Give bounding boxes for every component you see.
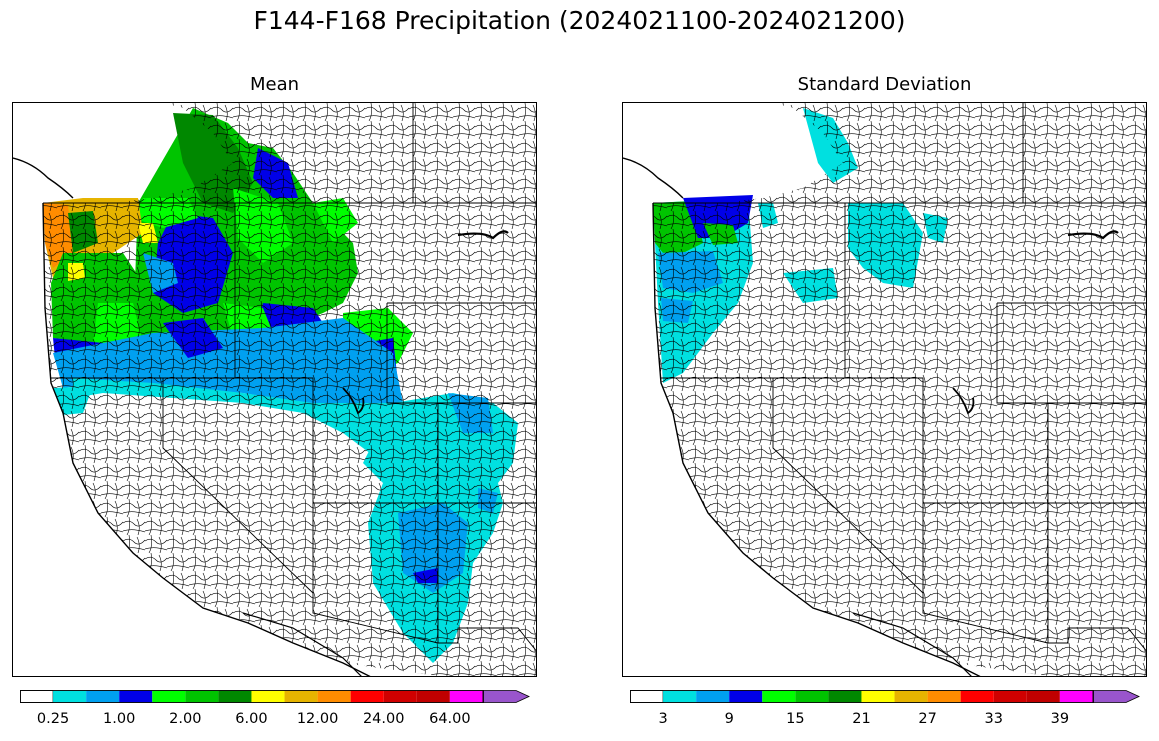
colorbar-tick-label: 9 (724, 711, 734, 727)
colorbar-segment (86, 690, 120, 703)
colorbar-segment (762, 690, 796, 703)
colorbar-tick-label: 1.00 (103, 711, 136, 727)
panel-title-std: Standard Deviation (797, 74, 972, 95)
colorbar-segment (1092, 690, 1140, 703)
colorbar-segment (894, 690, 928, 703)
colorbar-tick-label: 27 (918, 711, 937, 727)
colorbar-segment (630, 690, 664, 703)
colorbar-segment (960, 690, 994, 703)
map-mean (12, 102, 537, 677)
colorbar-tick-label: 15 (786, 711, 805, 727)
colorbar-std (630, 690, 1140, 703)
colorbar-segment (218, 690, 252, 703)
colorbar-segment (696, 690, 730, 703)
colorbar-tick-label: 39 (1050, 711, 1070, 727)
colorbar-tick-label: 33 (984, 711, 1003, 727)
colorbar-segment (861, 690, 895, 703)
colorbar-tick-label: 64.00 (429, 711, 471, 727)
colorbar-segment (20, 690, 54, 703)
colorbar-tick-label: 0.25 (36, 711, 70, 727)
colorbar-segment (350, 690, 384, 703)
colorbar-segment (482, 690, 530, 703)
colorbar-tick-label: 3 (658, 711, 668, 727)
colorbar-outline (20, 690, 484, 703)
colorbar-segment (663, 690, 697, 703)
colorbar-segment (1026, 690, 1060, 703)
colorbar-segment (185, 690, 219, 703)
colorbar-segment (317, 690, 351, 703)
colorbar-tick-label: 12.00 (296, 711, 339, 727)
colorbar-segment (993, 690, 1027, 703)
map-std (622, 102, 1147, 677)
colorbar-segment (53, 690, 87, 703)
colorbar-segment (383, 690, 417, 703)
figure-title: F144-F168 Precipitation (2024021100-2024… (253, 6, 906, 35)
colorbar-segment (1059, 690, 1093, 703)
colorbar-tick-label: 6.00 (235, 711, 268, 727)
colorbar-segment (795, 690, 829, 703)
colorbar-segment (927, 690, 961, 703)
colorbar-segment (416, 690, 450, 703)
map-mean-svg (13, 103, 536, 676)
map-std-svg (623, 103, 1146, 676)
colorbar-segment (449, 690, 483, 703)
colorbar-segment (729, 690, 763, 703)
colorbar-tick-label: 2.00 (169, 711, 202, 727)
colorbar-outline (630, 690, 1094, 703)
colorbar-segment (284, 690, 318, 703)
panel-title-mean: Mean (249, 74, 300, 95)
colorbar-tick-label: 21 (852, 711, 871, 727)
colorbar-mean (20, 690, 530, 703)
mean-boundaries (13, 103, 536, 676)
colorbar-segment (251, 690, 285, 703)
colorbar-segment (152, 690, 186, 703)
colorbar-segment (119, 690, 153, 703)
colorbar-tick-label: 24.00 (362, 711, 405, 727)
colorbar-segment (828, 690, 862, 703)
std-boundaries (623, 103, 1146, 676)
